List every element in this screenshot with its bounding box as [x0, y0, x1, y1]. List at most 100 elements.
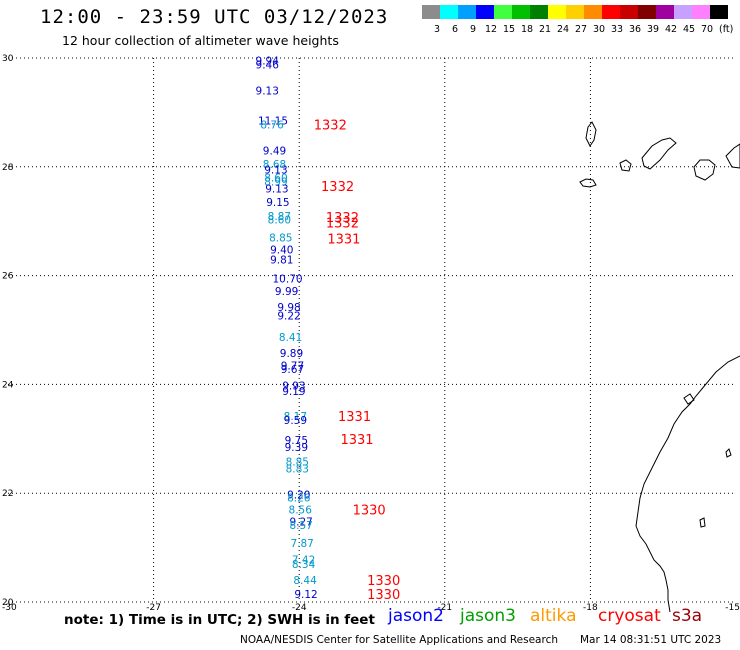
- wave-height-label: 9.59: [284, 415, 307, 427]
- legend-jason2: jason2: [388, 606, 444, 626]
- wave-height-label: 8.85: [269, 233, 292, 245]
- wave-height-label: 9.40: [270, 244, 293, 256]
- wave-height-label: 9.15: [266, 197, 289, 209]
- colorbar-swatch: [422, 5, 440, 19]
- colorbar-swatch: [620, 5, 638, 19]
- wave-height-label: 8.41: [279, 332, 302, 344]
- wave-height-label: 9.94: [256, 56, 280, 68]
- colorbar-label: 70: [701, 24, 713, 35]
- legend-altika: altika: [530, 606, 577, 626]
- colorbar-swatch: [710, 5, 728, 19]
- wave-height-label: 7.42: [292, 555, 315, 567]
- island-la-palma: [585, 121, 597, 147]
- colorbar-swatch: [548, 5, 566, 19]
- wave-height-label: 9.12: [294, 589, 317, 601]
- wave-height-label: 8.60: [264, 173, 287, 185]
- wave-height-label: 9.93: [282, 380, 305, 392]
- footer: NOAA/NESDIS Center for Satellite Applica…: [240, 634, 721, 646]
- wave-height-label: 8.68: [263, 159, 286, 171]
- island-el-hierro: [579, 178, 597, 188]
- wave-height-label: 11.15: [258, 116, 288, 128]
- wave-height-label: 8.85: [286, 457, 309, 469]
- colorbar-swatch: [584, 5, 602, 19]
- altimeter-map: 9.949.469.1311.158.769.498.689.138.608.9…: [2, 54, 740, 612]
- lat-tick-label: 20: [2, 598, 14, 608]
- wave-height-label: 9.19: [282, 386, 305, 398]
- wave-height-label: 9.98: [277, 302, 300, 314]
- lon-tick-label: -24: [292, 603, 307, 612]
- wave-height-label: 9.13: [264, 165, 287, 177]
- wave-height-label: 8.26: [287, 493, 311, 505]
- map-grid: [8, 57, 736, 603]
- legend-s3a: s3a: [672, 606, 703, 626]
- lat-tick-label: 26: [2, 272, 14, 282]
- colorbar-swatch: [602, 5, 620, 19]
- wave-height-label: 8.60: [268, 215, 291, 227]
- colorbar-swatch: [476, 5, 494, 19]
- colorbar-label: 24: [557, 24, 569, 35]
- wave-height-label: 8.76: [260, 119, 284, 131]
- wave-height-label: 9.13: [265, 184, 288, 196]
- colorbar-label: 21: [539, 24, 551, 35]
- pass-time-label: 1332: [326, 211, 359, 226]
- wave-height-label: 9.49: [263, 145, 286, 157]
- wave-height-label: 10.70: [273, 273, 303, 285]
- wave-height-label: 8.56: [289, 505, 313, 517]
- pass-time-label: 1330: [367, 574, 400, 589]
- lat-tick-label: 22: [2, 489, 13, 499]
- wave-height-label: 9.13: [256, 86, 279, 98]
- colorbar-swatch: [512, 5, 530, 19]
- wave-height-label: 9.75: [285, 435, 308, 447]
- colorbar-label: 33: [611, 24, 623, 35]
- wave-height-label: 9.27: [289, 516, 312, 528]
- wave-height-label: 9.99: [275, 286, 298, 298]
- wave-height-label: 9.20: [287, 489, 310, 501]
- pass-time-label: 1331: [338, 410, 371, 425]
- colorbar-label: 42: [665, 24, 677, 35]
- colorbar-swatch: [494, 5, 512, 19]
- wave-height-label: 8.83: [286, 464, 309, 476]
- colorbar-label: 36: [629, 24, 641, 35]
- pass-time-label: 1332: [314, 118, 347, 133]
- colorbar-label: 18: [521, 24, 533, 35]
- pass-time-label: 1330: [367, 588, 400, 603]
- lon-tick-label: -30: [2, 603, 17, 612]
- lat-tick-label: 30: [2, 54, 14, 64]
- colorbar-swatch: [458, 5, 476, 19]
- wave-height-label: 8.57: [289, 520, 312, 532]
- lon-tick-label: -21: [437, 603, 452, 612]
- footer-timestamp: Mar 14 08:31:51 UTC 2023: [580, 634, 722, 646]
- lat-tick-label: 24: [2, 380, 14, 390]
- coast-feature-1: [683, 393, 695, 405]
- colorbar-label: 45: [683, 24, 695, 35]
- wave-height-label: 8.87: [268, 211, 291, 223]
- island-tenerife: [641, 137, 677, 170]
- lon-tick-label: -15: [725, 603, 740, 612]
- colorbar-label: 39: [647, 24, 659, 35]
- colorbar-label: 27: [575, 24, 587, 35]
- colorbar-label: 30: [593, 24, 605, 35]
- wave-height-label: 9.67: [281, 364, 304, 376]
- axis-tick-labels: -30 -27 -24 -21 -18 -15 30 28 26 24 22 20: [2, 54, 740, 612]
- island-gran-canaria: [693, 159, 716, 181]
- wave-height-label: 8.99: [264, 176, 287, 188]
- colorbar-label: 9: [470, 24, 476, 35]
- colorbar-swatch: [638, 5, 656, 19]
- colorbar-label: 3: [434, 24, 440, 35]
- pass-time-label: 1332: [321, 180, 354, 195]
- wave-height-label: 9.22: [277, 310, 300, 322]
- note-text: note: 1) Time is in UTC; 2) SWH is in fe…: [64, 612, 375, 628]
- colorbar-label: 15: [503, 24, 515, 35]
- pass-time-label: 1330: [353, 504, 386, 519]
- footer-credit: NOAA/NESDIS Center for Satellite Applica…: [240, 634, 558, 646]
- wave-height-label: 8.17: [284, 411, 307, 423]
- colorbar: 3 6 9 12 15 18 21 24 27 30 33 36 39 42 45 70 (ft): [422, 5, 733, 35]
- colorbar-swatch: [674, 5, 692, 19]
- colorbar-label: 12: [485, 24, 497, 35]
- colorbar-label: 6: [452, 24, 458, 35]
- island-la-gomera: [619, 159, 632, 172]
- page-subtitle: 12 hour collection of altimeter wave hei…: [62, 33, 339, 48]
- legend-jason3: jason3: [460, 606, 516, 626]
- colorbar-swatch: [530, 5, 548, 19]
